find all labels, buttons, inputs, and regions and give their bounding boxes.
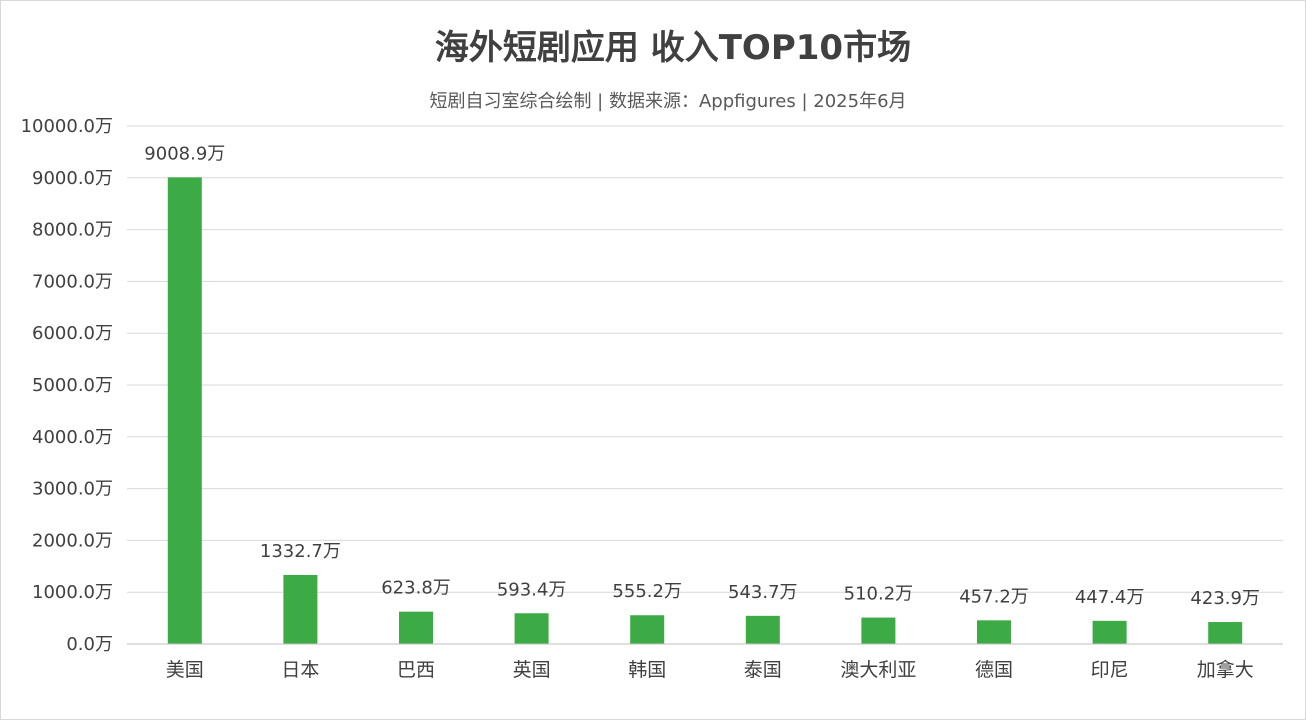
- x-tick-label: 加拿大: [1197, 658, 1254, 681]
- data-label: 623.8万: [381, 578, 451, 599]
- data-label: 447.4万: [1075, 587, 1145, 608]
- data-label: 1332.7万: [260, 541, 341, 562]
- x-tick-label: 印尼: [1091, 659, 1129, 681]
- x-tick-label: 德国: [975, 659, 1013, 681]
- y-tick-label: 0.0万: [66, 634, 113, 655]
- data-label: 593.4万: [497, 579, 567, 600]
- data-label: 543.7万: [728, 582, 798, 603]
- x-axis-ticks: 美国 日本 巴西 英国 韩国 泰国 澳大利亚 德国 印尼 加拿大: [166, 658, 1254, 681]
- bar: [514, 613, 549, 644]
- x-tick-label: 泰国: [744, 659, 782, 681]
- chart-title: 海外短剧应用 收入TOP10市场: [435, 28, 911, 68]
- y-tick-label: 4000.0万: [32, 427, 113, 448]
- bar: [283, 574, 318, 644]
- x-tick-label: 美国: [166, 659, 204, 681]
- y-tick-label: 3000.0万: [32, 479, 113, 500]
- bar: [745, 615, 780, 644]
- x-tick-label: 巴西: [397, 659, 435, 681]
- x-tick-label: 韩国: [628, 659, 666, 681]
- y-tick-label: 9000.0万: [32, 168, 113, 189]
- bar: [630, 615, 665, 644]
- bar: [399, 611, 433, 644]
- bar: [1092, 620, 1127, 644]
- bar: [977, 620, 1011, 644]
- y-tick-label: 5000.0万: [32, 375, 113, 396]
- data-label: 457.2万: [959, 586, 1029, 607]
- x-tick-label: 澳大利亚: [840, 659, 916, 681]
- y-tick-label: 1000.0万: [32, 582, 113, 603]
- y-tick-label: 8000.0万: [32, 220, 113, 241]
- data-labels: 9008.9万 1332.7万 623.8万 593.4万 555.2万 543.7万 51…: [144, 143, 1260, 609]
- chart-subtitle: 短剧自习室综合绘制 | 数据来源：Appfigures | 2025年6月: [429, 91, 906, 112]
- y-tick-label: 10000.0万: [21, 116, 113, 137]
- bar: [1208, 622, 1243, 644]
- bar: [167, 177, 202, 644]
- y-tick-label: 2000.0万: [32, 530, 113, 551]
- gridlines: [127, 125, 1283, 593]
- data-label: 555.2万: [612, 581, 682, 602]
- data-label: 9008.9万: [144, 143, 225, 164]
- y-axis-ticks: 0.0万 1000.0万 2000.0万 3000.0万 4000.0万 5000.0万 6…: [21, 116, 113, 655]
- data-label: 423.9万: [1190, 588, 1260, 609]
- data-label: 510.2万: [844, 584, 914, 605]
- bar: [861, 617, 896, 644]
- y-tick-label: 7000.0万: [32, 271, 113, 292]
- x-tick-label: 日本: [281, 659, 319, 681]
- bars: [167, 177, 1243, 644]
- y-tick-label: 6000.0万: [32, 323, 113, 344]
- x-tick-label: 英国: [513, 659, 551, 681]
